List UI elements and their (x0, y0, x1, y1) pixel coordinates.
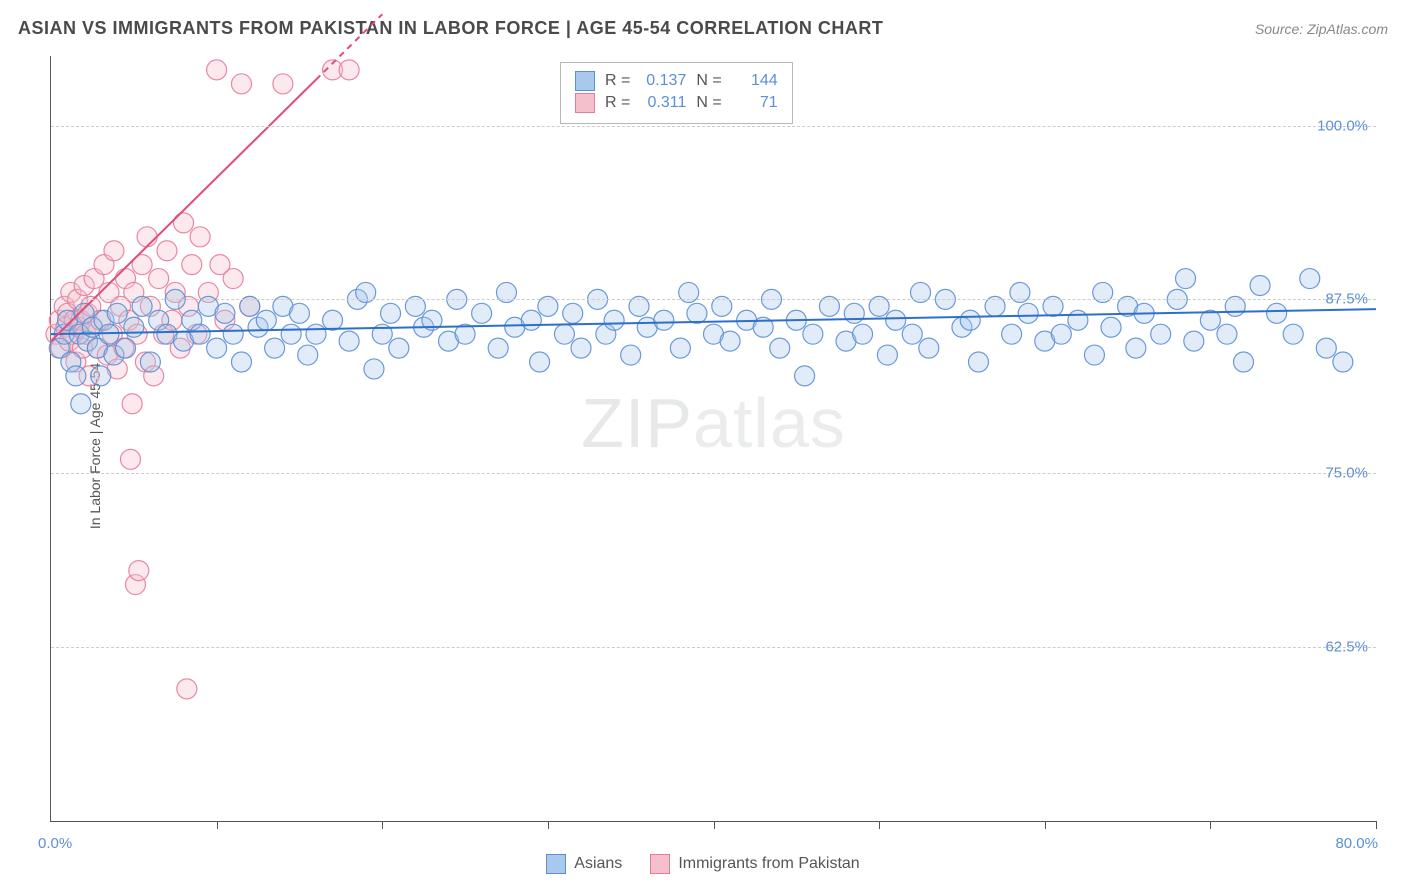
gridline-h (51, 647, 1376, 648)
stats-row-pakistan: R = 0.311 N = 71 (575, 93, 778, 113)
legend-item-pakistan: Immigrants from Pakistan (650, 854, 859, 874)
y-tick-label: 100.0% (1317, 117, 1368, 134)
stats-row-asians: R = 0.137 N = 144 (575, 71, 778, 91)
legend-label-pakistan: Immigrants from Pakistan (678, 855, 859, 873)
y-tick-label: 75.0% (1325, 465, 1368, 482)
x-axis-max-label: 80.0% (1335, 835, 1378, 852)
gridline-h (51, 299, 1376, 300)
swatch-asians (546, 854, 566, 874)
chart-title: ASIAN VS IMMIGRANTS FROM PAKISTAN IN LAB… (18, 18, 883, 39)
x-tick (548, 821, 549, 829)
x-tick (1376, 821, 1377, 829)
stat-r-value-asians: 0.137 (640, 72, 686, 90)
x-tick (217, 821, 218, 829)
stat-n-value-pakistan: 71 (732, 94, 778, 112)
stat-n-label: N = (696, 72, 721, 90)
legend-item-asians: Asians (546, 854, 622, 874)
gridline-h (51, 473, 1376, 474)
x-tick (382, 821, 383, 829)
x-tick (879, 821, 880, 829)
bottom-legend: Asians Immigrants from Pakistan (0, 854, 1406, 874)
x-axis-min-label: 0.0% (38, 835, 72, 852)
plot-area: ZIPatlas (50, 56, 1376, 822)
stat-n-label: N = (696, 94, 721, 112)
swatch-pakistan (575, 93, 595, 113)
swatch-asians (575, 71, 595, 91)
swatch-pakistan (650, 854, 670, 874)
title-bar: ASIAN VS IMMIGRANTS FROM PAKISTAN IN LAB… (18, 18, 1388, 39)
stat-r-label: R = (605, 72, 630, 90)
stat-n-value-asians: 144 (732, 72, 778, 90)
y-tick-label: 87.5% (1325, 291, 1368, 308)
chart-svg (51, 56, 1376, 821)
x-tick (1045, 821, 1046, 829)
x-tick (714, 821, 715, 829)
stat-r-value-pakistan: 0.311 (640, 94, 686, 112)
stats-legend-box: R = 0.137 N = 144 R = 0.311 N = 71 (560, 62, 793, 124)
stat-r-label: R = (605, 94, 630, 112)
y-tick-label: 62.5% (1325, 639, 1368, 656)
x-tick (1210, 821, 1211, 829)
legend-label-asians: Asians (574, 855, 622, 873)
gridline-h (51, 126, 1376, 127)
source-attribution: Source: ZipAtlas.com (1255, 21, 1388, 37)
